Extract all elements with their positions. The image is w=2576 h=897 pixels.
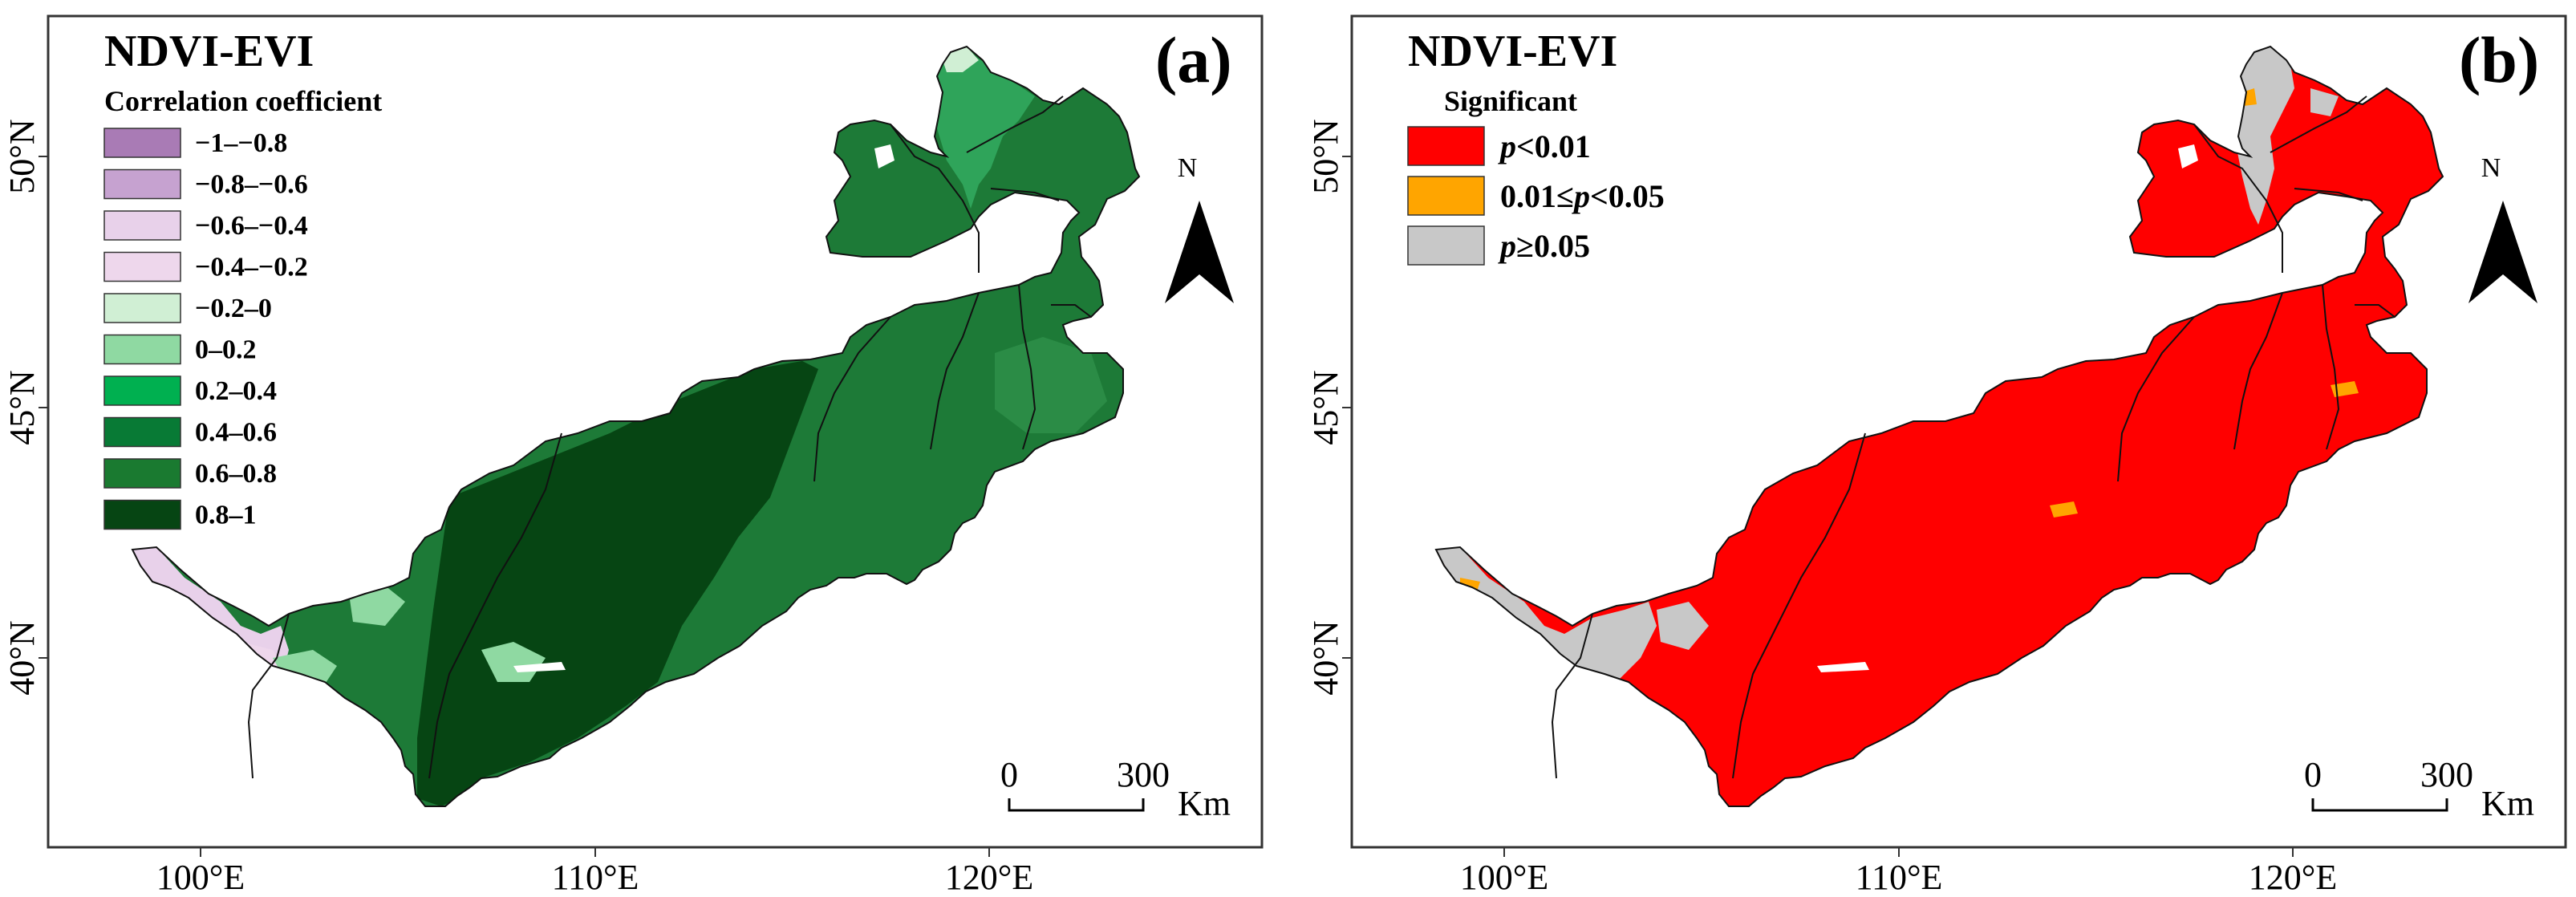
white-patch-a2 xyxy=(513,662,566,672)
orange-patch-b4 xyxy=(2050,501,2078,518)
legend-a-label-6: 0.2–0.4 xyxy=(195,376,277,406)
lon-label-a-110: 110°E xyxy=(552,858,639,897)
legend-b-label-1: 0.01≤p<0.05 xyxy=(1500,178,1665,214)
green-lighter-east-a xyxy=(995,337,1107,433)
north-label-b: N xyxy=(2481,153,2501,183)
white-patch-b2 xyxy=(1817,662,1869,672)
legend-a-label-2: −0.6–−0.4 xyxy=(195,211,308,241)
lon-label-a-120: 120°E xyxy=(945,858,1033,897)
lat-label-b-45: 45°N xyxy=(1306,370,1345,444)
legend-a-label-3: −0.4–−0.2 xyxy=(195,253,308,282)
legend-b-label-rest-1: <0.05 xyxy=(1590,178,1665,214)
panel-b-label: (b) xyxy=(2459,23,2539,96)
panel-b-title: NDVI-EVI xyxy=(1408,26,1617,76)
legend-a-label-4: −0.2–0 xyxy=(195,294,272,323)
legend-title-b: Significant xyxy=(1444,85,1577,117)
lat-label-a-40: 40°N xyxy=(2,620,42,695)
legend-b-swatch-2 xyxy=(1407,225,1485,266)
legend-a-swatch-2 xyxy=(103,210,181,241)
scale-unit-a: Km xyxy=(1178,784,1231,823)
north-arrow-a: N xyxy=(1165,153,1234,303)
legend-a-label-9: 0.8–1 xyxy=(195,501,257,530)
legend-b-label-p-2: p xyxy=(1498,228,1516,264)
legend-a-label-8: 0.6–0.8 xyxy=(195,459,277,489)
province-boundaries-b xyxy=(1551,95,2395,779)
north-label-a: N xyxy=(1178,153,1198,183)
legend-b-label-p-0: p xyxy=(1498,128,1516,164)
north-arrow-icon-a xyxy=(1165,201,1234,303)
legend-b-label-0: p<0.01 xyxy=(1498,128,1591,164)
scale-bar-b: 0 300 Km xyxy=(2304,755,2534,823)
white-patch-b xyxy=(2178,144,2198,168)
legend-b-label-rest-0: <0.01 xyxy=(1516,128,1591,164)
light-patch-west-a xyxy=(349,586,405,626)
scale-unit-b: Km xyxy=(2481,784,2534,823)
lon-label-b-110: 110°E xyxy=(1856,858,1943,897)
lat-label-b-50: 50°N xyxy=(1306,119,1345,193)
legend-title-a: Correlation coefficient xyxy=(104,85,382,117)
legend-a-swatch-7 xyxy=(103,416,181,448)
white-patch-a xyxy=(874,144,895,168)
north-arrow-icon-b xyxy=(2468,201,2537,303)
legend-a-label-7: 0.4–0.6 xyxy=(195,418,277,448)
legend-a-swatch-5 xyxy=(103,334,181,365)
light-green-zone-a xyxy=(935,48,1035,209)
lat-label-a-45: 45°N xyxy=(2,370,42,444)
legend-b-swatch-1 xyxy=(1407,176,1485,216)
scale-zero-a: 0 xyxy=(1000,755,1018,794)
axis-ticks-b xyxy=(1342,156,2294,857)
panel-a: NDVI-EVI (a) Correlation coefficient −1–… xyxy=(2,14,1264,897)
legend-a-label-5: 0–0.2 xyxy=(195,335,257,365)
legend-a-swatch-0 xyxy=(103,128,181,158)
legend-a-swatch-4 xyxy=(103,293,181,323)
legend-a-label-0: −1–−0.8 xyxy=(195,128,287,158)
legend-b-swatch-0 xyxy=(1407,126,1485,166)
legend-a-swatch-6 xyxy=(103,375,181,406)
panel-b: NDVI-EVI (b) Significant p<0.010.01≤p<0.… xyxy=(1306,14,2567,897)
scale-zero-b: 0 xyxy=(2304,755,2322,794)
lon-label-b-120: 120°E xyxy=(2249,858,2337,897)
legend-a-swatch-1 xyxy=(103,168,181,200)
legend-b: p<0.010.01≤p<0.05p≥0.05 xyxy=(1407,126,1665,266)
legend-b-label-2: p≥0.05 xyxy=(1498,228,1590,264)
gray-zone-west-b2 xyxy=(1657,602,1709,650)
north-arrow-b: N xyxy=(2468,153,2537,303)
lat-label-a-50: 50°N xyxy=(2,119,42,193)
lon-label-b-100: 100°E xyxy=(1460,858,1548,897)
legend-a-swatch-9 xyxy=(103,499,181,530)
legend-a-swatch-3 xyxy=(103,251,181,282)
panel-a-label: (a) xyxy=(1155,23,1232,96)
scale-line-b xyxy=(2311,798,2448,812)
panel-a-title: NDVI-EVI xyxy=(104,26,314,76)
province-boundaries-a xyxy=(247,95,1092,779)
scale-bar-a: 0 300 Km xyxy=(1000,755,1231,823)
scale-max-b: 300 xyxy=(2420,755,2473,794)
lat-label-b-40: 40°N xyxy=(1306,620,1345,695)
axis-ticks-a xyxy=(39,156,990,857)
legend-b-label-p-1: p xyxy=(1572,178,1590,214)
scale-line-a xyxy=(1008,798,1145,812)
scale-max-a: 300 xyxy=(1117,755,1170,794)
legend-b-label-rest-2: ≥0.05 xyxy=(1516,228,1590,264)
legend-a-label-1: −0.8–−0.6 xyxy=(195,170,308,200)
legend-a: −1–−0.8 −0.8–−0.6 −0.6–−0.4 −0.4–−0.2 −0.2–0… xyxy=(103,128,308,530)
gray-patch-north-b2 xyxy=(2310,88,2339,116)
light-patch-mid-a2 xyxy=(481,642,546,682)
dark-forest-zone-a xyxy=(417,361,818,806)
lon-label-a-100: 100°E xyxy=(156,858,245,897)
legend-a-swatch-8 xyxy=(103,458,181,489)
legend-b-label-pre-1: 0.01≤ xyxy=(1500,178,1574,214)
